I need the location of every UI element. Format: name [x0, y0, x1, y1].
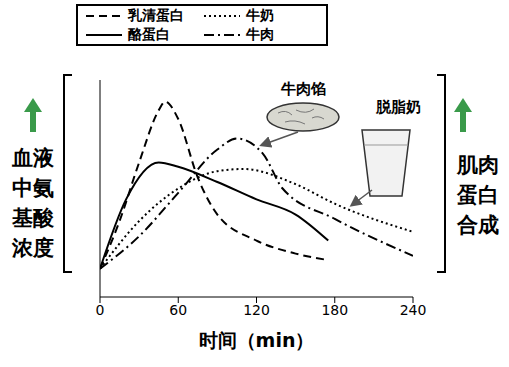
svg-text:蛋白: 蛋白 — [456, 183, 499, 207]
svg-text:牛肉馅: 牛肉馅 — [280, 80, 326, 98]
svg-text:合成: 合成 — [456, 213, 499, 237]
svg-text:血液: 血液 — [11, 146, 55, 170]
html-text:牛奶: 牛奶 — [246, 6, 274, 23]
svg-text:180: 180 — [321, 302, 348, 318]
svg-text:浓度: 浓度 — [11, 236, 54, 260]
html-text:乳清蛋白: 乳清蛋白 — [128, 6, 184, 23]
svg-text:时间（min）: 时间（min） — [199, 329, 315, 351]
svg-text:60: 60 — [169, 302, 187, 318]
svg-text:脱脂奶: 脱脂奶 — [375, 98, 421, 116]
svg-text:中氨: 中氨 — [12, 176, 54, 200]
svg-text:肌肉: 肌肉 — [456, 153, 499, 177]
html-text:酪蛋白: 酪蛋白 — [128, 25, 170, 42]
svg-text:0: 0 — [96, 302, 105, 318]
svg-text:120: 120 — [243, 302, 270, 318]
svg-text:基酸: 基酸 — [11, 206, 55, 230]
svg-text:240: 240 — [400, 302, 427, 318]
html-text:牛肉: 牛肉 — [246, 25, 274, 42]
